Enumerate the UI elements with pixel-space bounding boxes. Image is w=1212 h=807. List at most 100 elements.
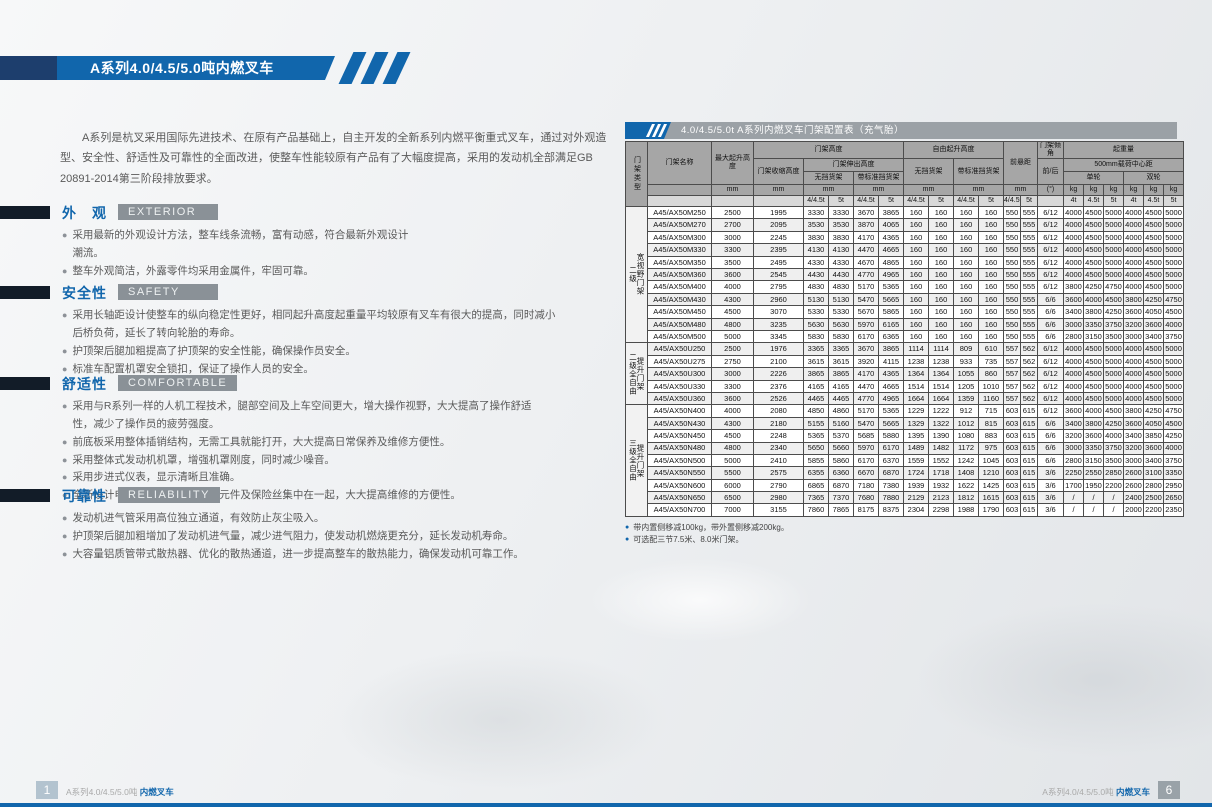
spec-value-cell: 4500 <box>1143 354 1165 369</box>
spec-value-cell: 2100 <box>753 354 804 369</box>
unit-mm: mm <box>803 184 854 197</box>
spec-value-cell: 550 <box>1003 268 1022 282</box>
spec-value-cell: 6870 <box>877 466 905 480</box>
spec-value-cell: 6000 <box>711 478 754 493</box>
spec-value-cell: 5665 <box>877 292 905 307</box>
spec-value-cell: 3400 <box>1063 416 1085 431</box>
spec-value-cell: 4500 <box>1083 268 1105 282</box>
spec-value-cell: 4500 <box>1083 342 1105 356</box>
spec-value-cell: 160 <box>978 329 1005 344</box>
spec-value-cell: 3920 <box>853 354 879 369</box>
spec-value-cell: 4300 <box>711 416 754 431</box>
spec-value-cell: 5860 <box>828 453 854 468</box>
mast-name-cell: A45/AX50U360 <box>647 391 712 406</box>
spec-value-cell: 160 <box>928 243 955 257</box>
spec-value-cell: 4500 <box>1143 243 1165 257</box>
spec-value-cell: 1995 <box>753 206 804 220</box>
table-notes: ● 带内置侧移减100kg，带外置侧移减200kg。 ● 可选配三节7.5米、8.0… <box>625 522 1177 546</box>
spec-value-cell: 6360 <box>828 466 854 480</box>
spec-value-cell: 615 <box>1020 503 1039 517</box>
spec-value-cell: 4000 <box>1063 268 1085 282</box>
spec-value-cell: 555 <box>1020 230 1039 245</box>
note-text: 带内置侧移减100kg，带外置侧移减200kg。 <box>633 522 789 532</box>
unit-mm: mm <box>953 184 1005 197</box>
spec-value-cell: 3600 <box>1083 429 1105 443</box>
section-accent-bar <box>0 489 50 502</box>
spec-value-cell: 5630 <box>803 317 829 332</box>
unit-deg: (°) <box>1037 184 1065 197</box>
table-row: A45/AX50M480 4800 3235 5630 5630 5970 6165 160 1… <box>626 317 1185 332</box>
spec-value-cell: 8375 <box>877 503 905 517</box>
spec-value-cell: 3155 <box>753 503 804 517</box>
spec-value-cell: 1055 <box>953 367 980 381</box>
spec-value-cell: 2395 <box>753 243 804 257</box>
mast-group-label: 提升门架 二级全自由 <box>625 342 648 406</box>
spec-value-cell: 615 <box>1020 478 1039 493</box>
spec-value-cell: 3200 <box>1063 429 1085 443</box>
table-row: A45/AX50M330 3300 2395 4130 4130 4470 4665 160 1… <box>626 243 1185 257</box>
spec-value-cell: 2350 <box>1163 503 1185 517</box>
col-header-no-backrest: 无挡货架 <box>903 158 955 186</box>
spec-value-cell: 3600 <box>1063 404 1085 418</box>
spec-value-cell: 160 <box>953 305 980 319</box>
spec-value-cell: 160 <box>903 218 930 232</box>
table-row: A45/AX50M300 3000 2245 3830 3830 4170 4365 160 1… <box>626 230 1185 245</box>
ton-45: 4.5t <box>1143 195 1165 208</box>
spec-value-cell: 160 <box>903 230 930 245</box>
bullet-text: 发动机进气管采用高位独立通道，有效防止灰尘吸入。 <box>72 512 325 524</box>
spec-value-cell: 3365 <box>803 342 829 356</box>
spec-value-cell: 5000 <box>1103 230 1125 245</box>
spec-value-cell: 4250 <box>1083 280 1105 294</box>
spec-value-cell: 933 <box>953 354 980 369</box>
section-accent-bar <box>0 206 50 219</box>
spec-value-cell: 4965 <box>877 391 905 406</box>
spec-value-cell: 160 <box>903 329 930 344</box>
spec-value-cell: 4500 <box>1143 367 1165 381</box>
spec-value-cell: 6/6 <box>1037 305 1065 319</box>
mast-group-label: 宽视野门架 二级 <box>625 206 648 344</box>
bullet-text: 标准车配置机罩安全锁扣，保证了操作人员的安全。 <box>72 362 314 375</box>
spec-value-cell: 4500 <box>1083 354 1105 369</box>
spec-value-cell: 7680 <box>853 491 879 505</box>
spec-value-cell: 550 <box>1003 329 1022 344</box>
spec-value-cell: 6/12 <box>1037 268 1065 282</box>
spec-value-cell: 610 <box>978 342 1005 356</box>
spec-value-cell: 1238 <box>928 354 955 369</box>
table-row: A45/AX50N650 6500 2980 7365 7370 7680 7880 2129… <box>626 491 1185 505</box>
spec-value-cell: 4000 <box>711 280 754 294</box>
mast-name-cell: A45/AX50N650 <box>647 491 712 505</box>
spec-value-cell: 7180 <box>853 478 879 493</box>
table-row: A45/AX50N500 5000 2410 5855 5860 6170 6370 1559… <box>626 453 1185 468</box>
spec-value-cell: 3530 <box>828 218 854 232</box>
spec-value-cell: 3400 <box>1143 453 1165 468</box>
spec-value-cell: 3750 <box>1163 453 1185 468</box>
spec-value-cell: 160 <box>903 305 930 319</box>
spec-value-cell: 4430 <box>803 268 829 282</box>
spec-value-cell: 1242 <box>953 453 980 468</box>
spec-value-cell: 3865 <box>828 367 854 381</box>
spec-value-cell: 4330 <box>828 255 854 270</box>
spec-value-cell: 1615 <box>978 491 1005 505</box>
spec-value-cell: 5865 <box>877 305 905 319</box>
spec-value-cell: 160 <box>928 292 955 307</box>
spec-value-cell: 6/6 <box>1037 416 1065 431</box>
spec-value-cell: 5650 <box>803 441 829 455</box>
ton-445: 4/4.5t <box>1003 195 1022 208</box>
spec-value-cell: 562 <box>1020 391 1039 406</box>
spec-value-cell: 1172 <box>953 441 980 455</box>
mast-name-cell: A45/AX50M250 <box>647 206 712 220</box>
spec-value-cell: 4050 <box>1143 416 1165 431</box>
spec-value-cell: 1045 <box>978 453 1005 468</box>
spec-value-cell: 5000 <box>1163 391 1185 406</box>
spec-value-cell: 4000 <box>1063 342 1085 356</box>
spec-value-cell: 2500 <box>711 206 754 220</box>
spec-value-cell: 3750 <box>1103 441 1125 455</box>
spec-value-cell: 3830 <box>803 230 829 245</box>
spec-value-cell: 2575 <box>753 466 804 480</box>
ton-5: 5t <box>1103 195 1125 208</box>
spec-value-cell: 6/12 <box>1037 218 1065 232</box>
spec-value-cell: 555 <box>1020 292 1039 307</box>
spec-value-cell: 603 <box>1003 404 1022 418</box>
spec-value-cell: 4000 <box>1083 404 1105 418</box>
spec-value-cell: 4000 <box>1063 230 1085 245</box>
